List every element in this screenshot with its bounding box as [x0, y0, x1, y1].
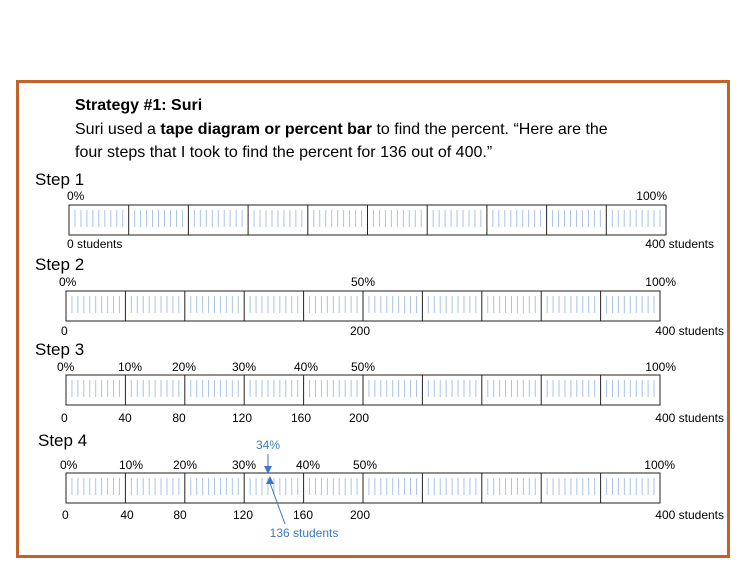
step-1-student-label: 400 students [645, 237, 714, 251]
step-3-student-label: 200 [348, 411, 370, 425]
step-3-title: Step 3 [35, 340, 85, 359]
step-2-student-label: 0 [61, 324, 68, 338]
marker-students-label: 136 students [269, 526, 339, 540]
marker-percent-arrowhead [263, 466, 272, 474]
step-2-percent-label: 0% [59, 275, 77, 289]
step-4-percent-label: 40% [295, 458, 321, 472]
step-3-percent-label: 20% [171, 360, 197, 374]
step-1-title: Step 1 [35, 170, 85, 189]
step-4-student-label: 0 [62, 508, 69, 522]
strategy-heading: Strategy #1: Suri [75, 97, 203, 114]
step-4-percent-label: 30% [231, 458, 257, 472]
step-3-percent-label: 50% [350, 360, 376, 374]
marker-percent-label: 34% [255, 438, 281, 452]
marker-arrows [263, 453, 286, 525]
step-3-tape-bar [65, 374, 661, 406]
step-4-student-label: 400 students [655, 508, 724, 522]
step-4-percent-label: 0% [60, 458, 78, 472]
step-3-student-label: 80 [172, 411, 186, 425]
step-2-percent-label: 50% [350, 275, 376, 289]
marker-students-arrow [269, 482, 286, 525]
step-4-percent-label: 20% [172, 458, 198, 472]
step-3-percent-label: 30% [231, 360, 257, 374]
step-4-title: Step 4 [38, 431, 88, 450]
intro-text-bold: tape diagram or percent bar [160, 121, 373, 138]
step-3-percent-label: 0% [57, 360, 75, 374]
tape-outline [68, 204, 667, 236]
step-4-student-label: 160 [292, 508, 314, 522]
tape-outline [65, 374, 661, 406]
step-3-student-label: 160 [290, 411, 312, 425]
strategy-card: Strategy #1: Suri Suri used a tape diagr… [16, 80, 730, 558]
step-4-percent-label: 50% [352, 458, 378, 472]
step-4-percent-label: 100% [644, 458, 675, 472]
step-2-student-label: 400 students [655, 324, 724, 338]
step-4-tape-bar [65, 472, 661, 504]
step-2-student-label: 200 [349, 324, 371, 338]
step-1-student-label: 0 students [67, 237, 123, 251]
step-3-student-label: 120 [231, 411, 253, 425]
step-4-student-label: 40 [120, 508, 134, 522]
step-3-percent-label: 40% [293, 360, 319, 374]
step-2-title: Step 2 [35, 255, 85, 274]
step-1-percent-label: 0% [67, 189, 85, 203]
step-3-percent-label: 10% [117, 360, 143, 374]
step-3-student-label: 0 [61, 411, 68, 425]
step-3-student-label: 40 [118, 411, 132, 425]
intro-line-2: four steps that I took to find the perce… [75, 144, 493, 161]
step-4-percent-label: 10% [118, 458, 144, 472]
step-2-tape-bar [65, 290, 661, 322]
step-3-percent-label: 100% [645, 360, 676, 374]
step-4-student-label: 120 [232, 508, 254, 522]
step-1-tape-bar [68, 204, 667, 236]
step-3-student-label: 400 students [655, 411, 724, 425]
intro-line-1: Suri used a tape diagram or percent bar … [75, 121, 608, 139]
step-4-student-label: 200 [349, 508, 371, 522]
tape-outline [65, 472, 661, 504]
step-1-percent-label: 100% [636, 189, 667, 203]
step-4-student-label: 80 [173, 508, 187, 522]
tape-outline [65, 290, 661, 322]
intro-text-post: to find the percent. “Here are the [372, 121, 608, 138]
intro-text-pre: Suri used a [75, 121, 161, 138]
marker-students-arrowhead [265, 476, 274, 484]
step-2-percent-label: 100% [645, 275, 676, 289]
